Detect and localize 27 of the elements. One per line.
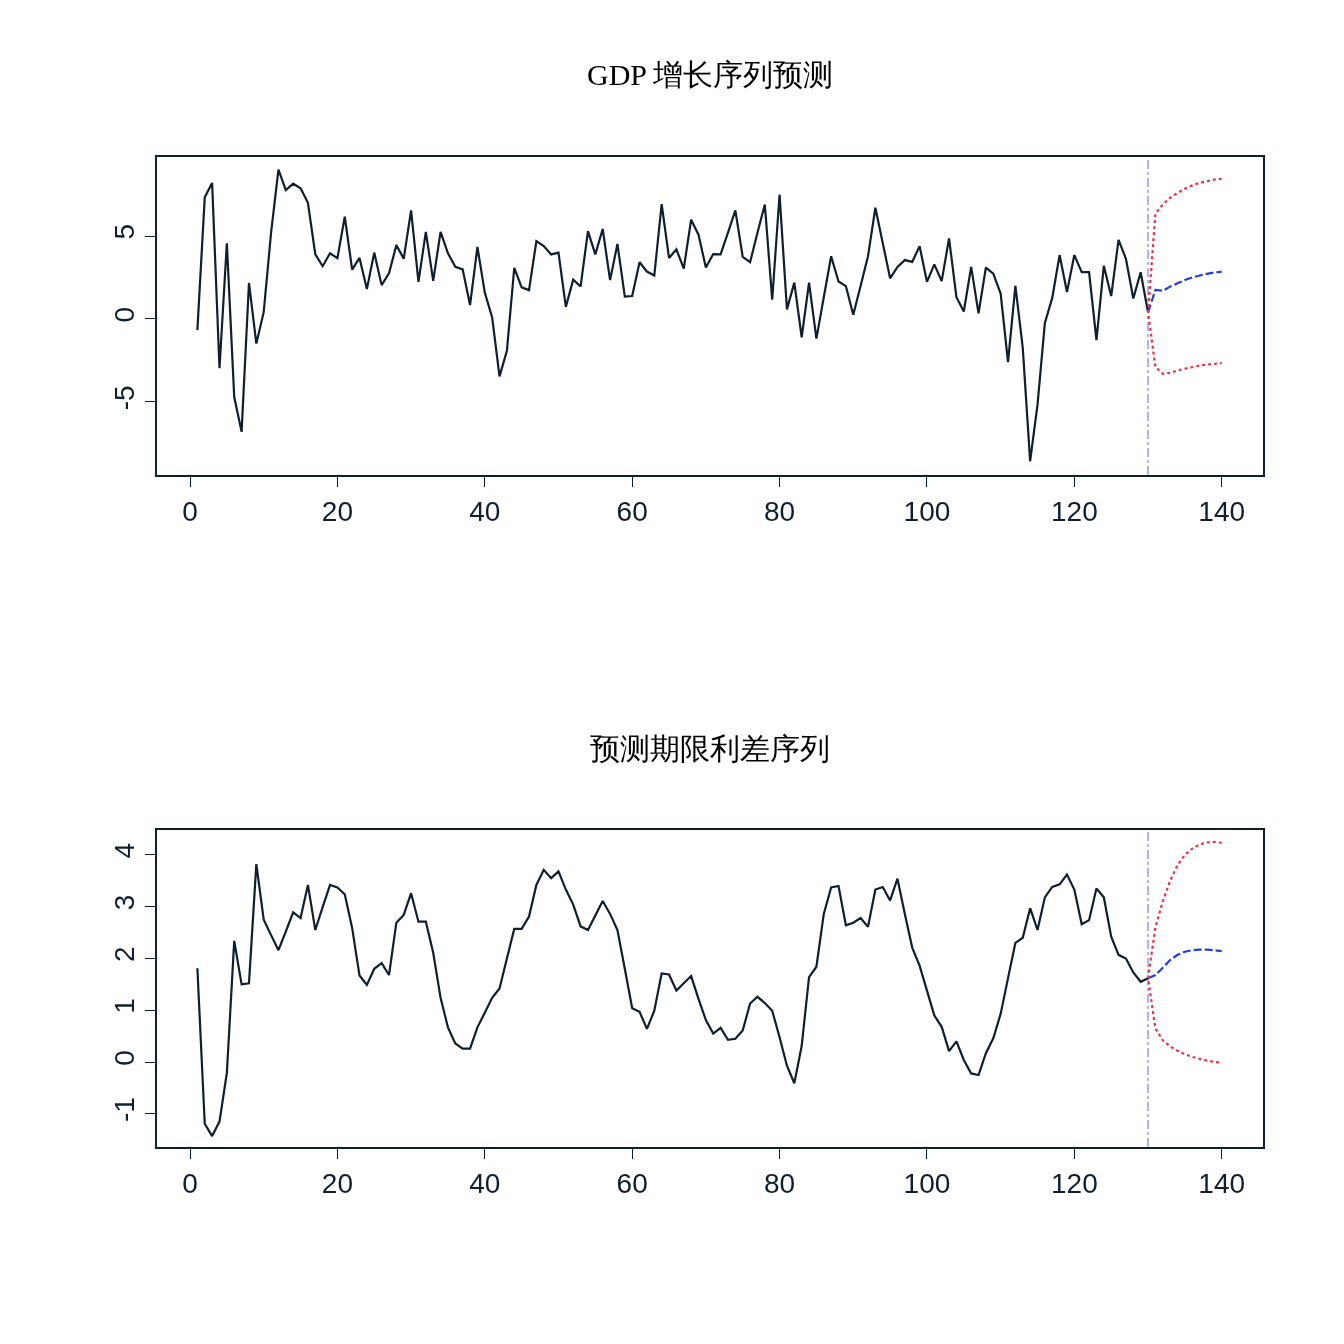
x-tick-label: 20	[321, 495, 353, 527]
y-tick-label: -1	[108, 1097, 140, 1123]
x-tick-label: 60	[616, 495, 648, 527]
x-tick-label: 140	[1198, 495, 1246, 527]
x-tick-label: 80	[763, 495, 796, 527]
x-tick-label: 20	[321, 1167, 353, 1199]
y-tick-label: 0	[108, 307, 140, 323]
x-tick-label: 60	[616, 1167, 648, 1199]
x-tick-label: 100	[903, 1167, 951, 1199]
y-tick-label: 1	[108, 998, 140, 1014]
y-tick-label: 4	[108, 842, 140, 859]
x-tick-label: 40	[469, 495, 501, 527]
x-tick-label: 0	[182, 495, 198, 527]
x-tick-label: 100	[903, 495, 951, 527]
x-tick-label: 120	[1050, 1167, 1098, 1199]
x-tick-label: 0	[182, 1167, 198, 1199]
chart-title: 预测期限利差序列	[590, 732, 830, 765]
y-tick-label: 2	[108, 946, 140, 963]
y-tick-label: 5	[108, 224, 140, 240]
x-tick-label: 40	[469, 1167, 501, 1199]
chart-title: GDP 增长序列预测	[587, 58, 834, 91]
y-tick-label: 3	[108, 894, 140, 911]
y-tick-label: -5	[108, 385, 140, 411]
x-tick-label: 140	[1198, 1167, 1246, 1199]
x-tick-label: 80	[763, 1167, 796, 1199]
x-tick-label: 120	[1050, 495, 1098, 527]
y-tick-label: 0	[108, 1050, 140, 1066]
